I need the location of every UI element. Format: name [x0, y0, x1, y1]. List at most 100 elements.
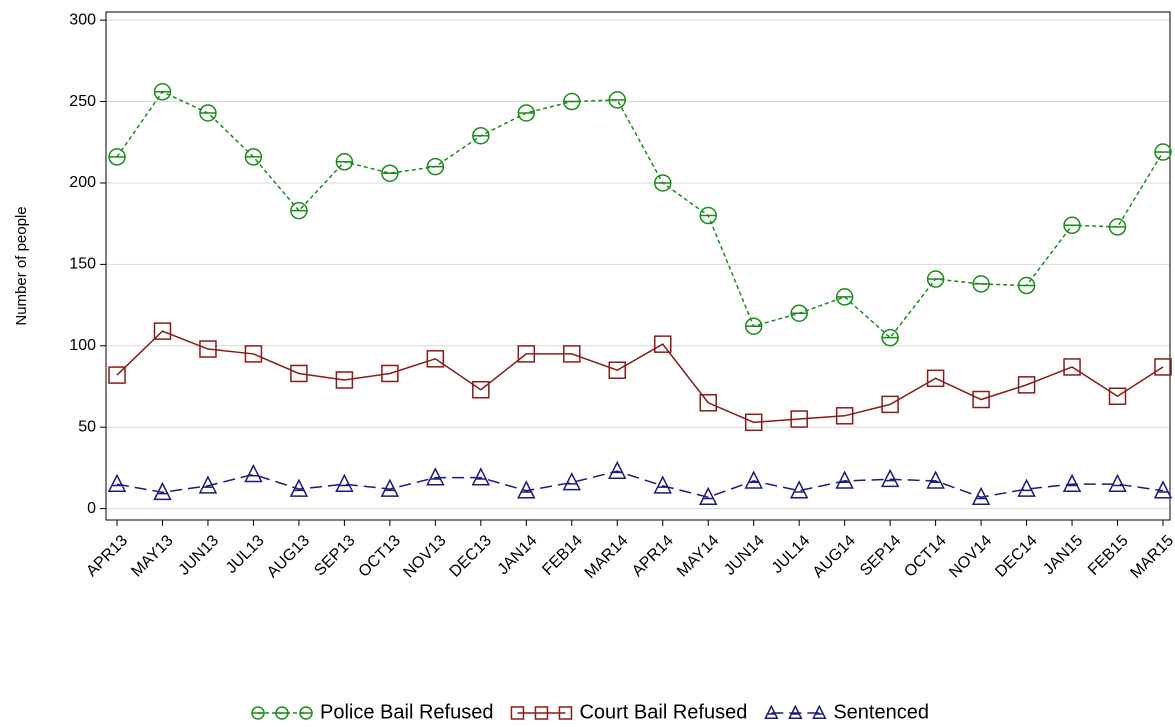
marker	[198, 475, 218, 494]
marker	[244, 463, 263, 483]
x-tick-label: OCT13	[356, 532, 405, 581]
marker	[199, 104, 217, 122]
legend: Police Bail Refused Court Bail Refused Sen…	[251, 701, 929, 723]
marker	[199, 340, 217, 358]
marker	[517, 480, 536, 499]
x-tick-label: APR13	[83, 532, 131, 580]
y-tick-label: 50	[78, 418, 96, 435]
marker	[653, 335, 672, 353]
series	[107, 460, 1173, 505]
marker	[289, 478, 309, 497]
marker	[153, 83, 172, 101]
marker	[562, 472, 582, 491]
marker	[788, 704, 803, 720]
marker	[153, 322, 172, 340]
marker	[812, 704, 827, 720]
legend-item: Sentenced	[764, 701, 929, 723]
series	[108, 322, 1172, 432]
marker	[558, 706, 573, 720]
x-tick-label: FEB14	[539, 532, 586, 579]
marker	[510, 706, 525, 720]
marker	[290, 201, 308, 220]
marker	[335, 371, 354, 389]
x-tick-label: SEP14	[857, 532, 904, 579]
legend-item: Police Bail Refused	[251, 701, 493, 723]
marker	[744, 470, 763, 489]
marker	[108, 366, 126, 384]
marker	[699, 206, 717, 225]
x-tick-label: AUG13	[264, 532, 313, 581]
marker	[881, 395, 899, 414]
marker	[251, 706, 265, 720]
marker	[1017, 376, 1036, 394]
marker	[275, 706, 289, 720]
marker	[1062, 473, 1082, 492]
marker	[426, 157, 445, 176]
x-tick-label: NOV13	[400, 532, 449, 581]
y-axis-label: Number of people	[13, 206, 30, 325]
y-tick-label: 250	[69, 93, 96, 110]
marker	[1108, 387, 1127, 406]
x-tick-label: SEP13	[311, 532, 358, 579]
x-tick-label: DEC14	[992, 532, 1041, 581]
marker	[653, 174, 672, 192]
marker	[608, 91, 627, 109]
marker	[563, 345, 581, 363]
x-tick-label: JUL14	[769, 532, 814, 577]
marker	[764, 704, 779, 720]
marker	[1108, 218, 1127, 236]
marker	[1153, 480, 1173, 499]
marker	[699, 394, 717, 412]
legend-item: Court Bail Refused	[510, 701, 747, 723]
x-tick-label: JUN14	[721, 532, 768, 579]
marker	[698, 486, 718, 505]
marker	[153, 481, 172, 501]
marker	[880, 468, 900, 488]
marker	[472, 380, 490, 399]
marker	[426, 350, 445, 368]
marker	[744, 470, 763, 489]
marker	[289, 478, 309, 497]
marker	[1063, 216, 1081, 235]
series-line	[116, 90, 1164, 339]
marker	[926, 470, 945, 489]
marker	[744, 317, 763, 335]
marker	[426, 467, 445, 486]
marker	[926, 369, 945, 388]
legend-label: Court Bail Refused	[579, 701, 747, 723]
marker	[789, 480, 809, 499]
marker	[1017, 276, 1036, 295]
marker	[1063, 358, 1081, 376]
plot-frame	[105, 11, 1171, 521]
marker	[335, 153, 354, 171]
marker	[244, 463, 263, 483]
marker	[972, 275, 990, 293]
marker	[1017, 478, 1036, 497]
x-tick-label: MAY14	[674, 532, 722, 580]
x-tick-label: JUN13	[176, 532, 223, 579]
x-tick-label: MAR14	[582, 532, 632, 582]
x-tick-label: JAN14	[495, 532, 541, 578]
marker	[299, 706, 313, 720]
marker	[788, 704, 803, 720]
marker	[653, 475, 672, 494]
x-tick-label: FEB15	[1085, 532, 1132, 579]
legend-label: Sentenced	[833, 701, 929, 723]
marker	[835, 407, 854, 425]
marker	[153, 481, 172, 501]
marker	[471, 467, 491, 486]
marker	[107, 473, 127, 492]
x-tick-label: MAR15	[1127, 532, 1175, 582]
marker	[426, 467, 445, 486]
marker	[790, 410, 808, 428]
series	[108, 83, 1172, 347]
x-tick-label: NOV14	[946, 532, 995, 581]
marker	[107, 473, 127, 492]
y-tick-label: 300	[69, 11, 96, 28]
marker	[517, 104, 536, 122]
x-tick-label: MAY13	[128, 532, 176, 580]
marker	[880, 468, 900, 488]
marker	[381, 364, 399, 383]
y-tick-label: 100	[69, 337, 96, 354]
y-tick-label: 200	[69, 174, 96, 191]
